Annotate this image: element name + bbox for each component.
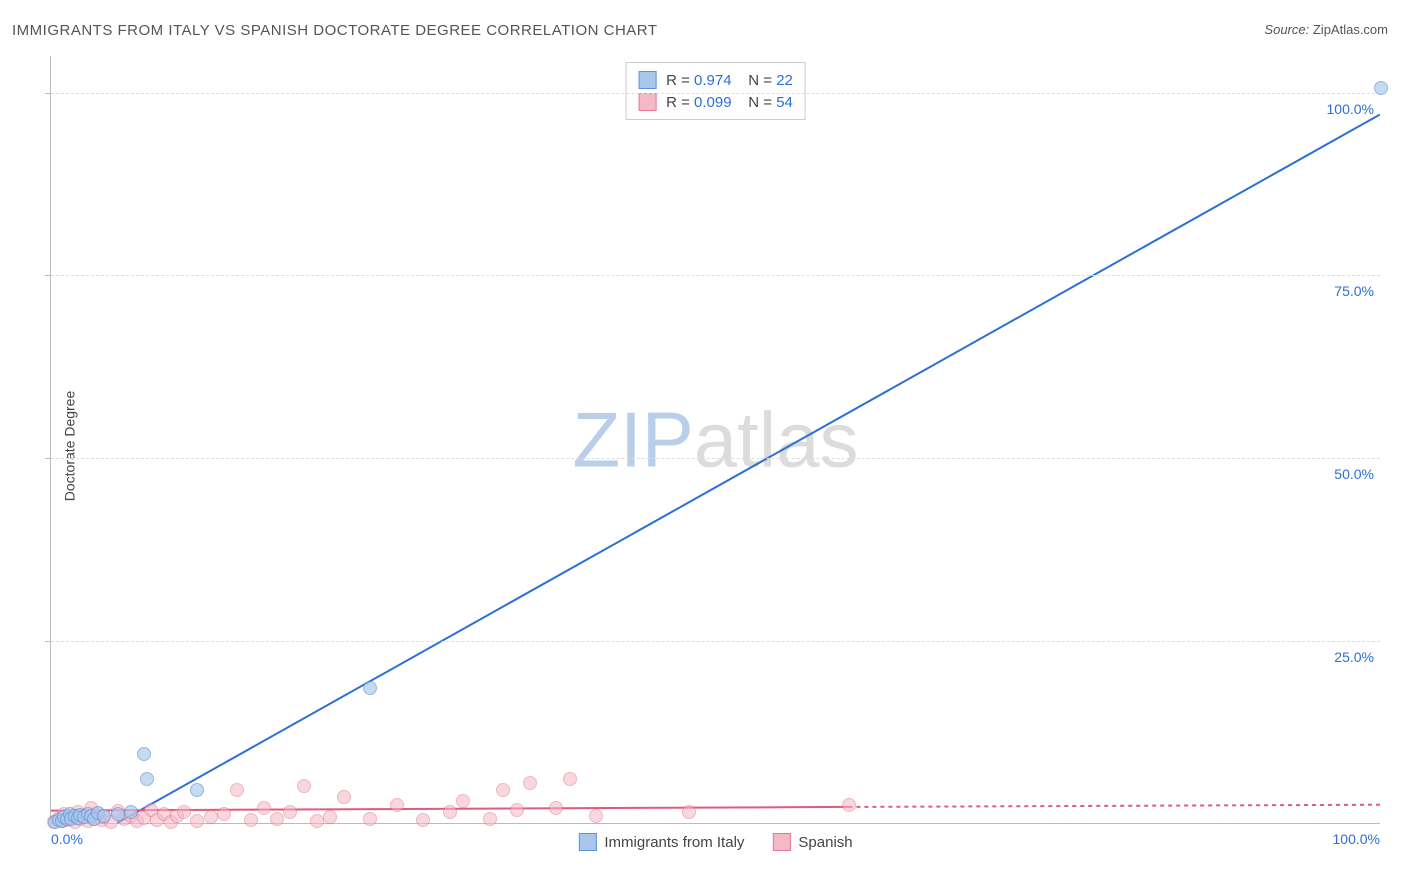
- source-credit: Source: ZipAtlas.com: [1264, 22, 1388, 37]
- correlation-stats-legend: R = 0.974 N = 22 R = 0.099 N = 54: [625, 62, 806, 120]
- scatter-point-spanish: [523, 776, 537, 790]
- n-label: N =: [748, 94, 772, 111]
- scatter-point-italy: [363, 681, 377, 695]
- scatter-point-italy: [111, 807, 125, 821]
- r-label: R =: [666, 94, 690, 111]
- scatter-point-spanish: [244, 813, 258, 827]
- n-value-italy: 22: [776, 72, 793, 89]
- scatter-point-italy: [97, 809, 111, 823]
- n-label: N =: [748, 72, 772, 89]
- scatter-point-spanish: [270, 812, 284, 826]
- trend-lines-svg: [51, 56, 1380, 823]
- swatch-spanish: [772, 833, 790, 851]
- y-tick-mark: [45, 93, 51, 94]
- stat-row-italy: R = 0.974 N = 22: [638, 69, 793, 91]
- scatter-plot-area: ZIPatlas R = 0.974 N = 22 R = 0.099 N = …: [50, 56, 1380, 824]
- scatter-point-italy: [140, 772, 154, 786]
- scatter-point-spanish: [323, 810, 337, 824]
- y-tick-mark: [45, 458, 51, 459]
- stat-text-italy: R = 0.974 N = 22: [666, 72, 793, 89]
- scatter-point-spanish: [443, 805, 457, 819]
- scatter-point-spanish: [217, 807, 231, 821]
- scatter-point-spanish: [483, 812, 497, 826]
- legend-item-italy: Immigrants from Italy: [578, 833, 744, 851]
- scatter-point-spanish: [682, 805, 696, 819]
- gridline-h: [51, 93, 1380, 94]
- scatter-point-spanish: [510, 803, 524, 817]
- series-legend: Immigrants from Italy Spanish: [578, 833, 852, 851]
- scatter-point-spanish: [337, 790, 351, 804]
- x-axis-min-label: 0.0%: [51, 831, 83, 847]
- scatter-point-spanish: [416, 813, 430, 827]
- trend-line: [117, 114, 1380, 823]
- source-prefix: Source:: [1264, 22, 1309, 37]
- scatter-point-italy: [1374, 81, 1388, 95]
- x-axis-max-label: 100.0%: [1333, 831, 1380, 847]
- scatter-point-spanish: [204, 810, 218, 824]
- r-label: R =: [666, 72, 690, 89]
- r-value-spanish: 0.099: [694, 94, 732, 111]
- y-tick-label: 75.0%: [1334, 283, 1374, 299]
- swatch-spanish: [638, 93, 656, 111]
- y-tick-label: 25.0%: [1334, 649, 1374, 665]
- scatter-point-italy: [190, 783, 204, 797]
- n-value-spanish: 54: [776, 94, 793, 111]
- chart-title: IMMIGRANTS FROM ITALY VS SPANISH DOCTORA…: [12, 22, 658, 39]
- y-tick-label: 50.0%: [1334, 466, 1374, 482]
- y-tick-mark: [45, 641, 51, 642]
- scatter-point-spanish: [190, 814, 204, 828]
- stat-row-spanish: R = 0.099 N = 54: [638, 91, 793, 113]
- trend-line: [848, 805, 1380, 807]
- legend-label-spanish: Spanish: [798, 834, 852, 851]
- gridline-h: [51, 275, 1380, 276]
- source-name: ZipAtlas.com: [1313, 22, 1388, 37]
- y-tick-label: 100.0%: [1327, 101, 1374, 117]
- scatter-point-spanish: [283, 805, 297, 819]
- gridline-h: [51, 458, 1380, 459]
- scatter-point-spanish: [230, 783, 244, 797]
- scatter-point-spanish: [842, 798, 856, 812]
- scatter-point-spanish: [390, 798, 404, 812]
- legend-label-italy: Immigrants from Italy: [604, 834, 744, 851]
- scatter-point-spanish: [549, 801, 563, 815]
- swatch-italy: [578, 833, 596, 851]
- legend-item-spanish: Spanish: [772, 833, 852, 851]
- scatter-point-spanish: [177, 805, 191, 819]
- scatter-point-spanish: [589, 809, 603, 823]
- scatter-point-italy: [124, 805, 138, 819]
- scatter-point-spanish: [563, 772, 577, 786]
- scatter-point-italy: [137, 747, 151, 761]
- scatter-point-spanish: [297, 779, 311, 793]
- y-tick-mark: [45, 275, 51, 276]
- scatter-point-spanish: [310, 814, 324, 828]
- scatter-point-spanish: [496, 783, 510, 797]
- stat-text-spanish: R = 0.099 N = 54: [666, 94, 793, 111]
- gridline-h: [51, 641, 1380, 642]
- scatter-point-spanish: [257, 801, 271, 815]
- scatter-point-spanish: [363, 812, 377, 826]
- r-value-italy: 0.974: [694, 72, 732, 89]
- scatter-point-spanish: [456, 794, 470, 808]
- swatch-italy: [638, 71, 656, 89]
